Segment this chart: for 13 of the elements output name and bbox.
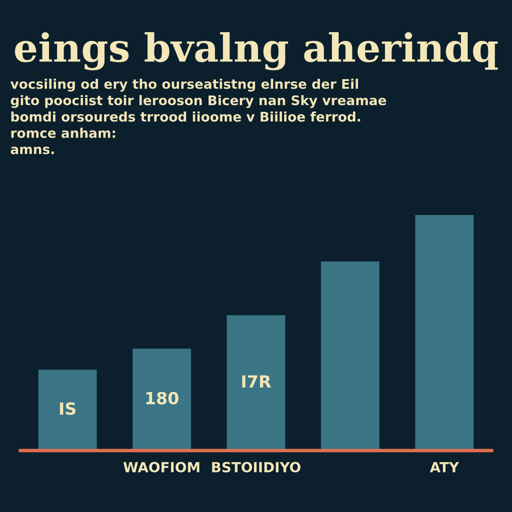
x-tick-label: BSTOIIDIYO <box>212 462 300 472</box>
bar <box>226 315 286 451</box>
chart-title: eings bvalng aherindq <box>14 32 498 70</box>
data-label: IS <box>60 402 76 415</box>
x-tick-label: WAOFIOM <box>123 462 200 472</box>
bar <box>38 370 97 451</box>
data-label: I7R <box>242 375 271 388</box>
bar <box>321 261 380 451</box>
x-tick-label: ATY <box>430 462 460 472</box>
bar <box>132 348 191 451</box>
chart-subtitle: vocsiling od ery tho ourseatistng elnrse der Eil gito poociist toir lerooson Bicery nan Sky vreamae bomdi orsoureds trrood iioome v Biilioe ferrod. romce anham: amns. <box>10 78 386 154</box>
data-label: 180 <box>146 392 178 404</box>
bar <box>415 215 474 451</box>
